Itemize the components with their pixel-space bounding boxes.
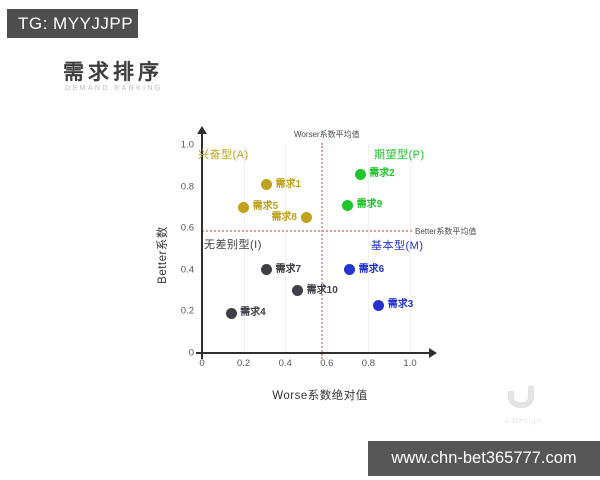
data-point-dot xyxy=(292,285,304,297)
data-point-label: 需求3 xyxy=(387,299,414,311)
y-tick-label: 0.8 xyxy=(180,181,194,193)
x-tick-label: 0 xyxy=(199,358,205,369)
gridline xyxy=(285,145,287,353)
quadrant-label-indifferent: 无差别型(I) xyxy=(204,239,262,251)
x-axis-arrow-icon xyxy=(429,348,437,358)
data-point-label: 需求7 xyxy=(275,263,302,275)
telegram-tag-text: TG: MYYJJPP xyxy=(18,14,134,33)
data-point-dot xyxy=(260,264,272,276)
worse-average-label: Worser系数平均值 xyxy=(294,130,360,139)
y-tick-label: 0.6 xyxy=(180,222,194,234)
better-average-line xyxy=(202,230,413,233)
designer-brand-text: J-Design xyxy=(504,416,542,425)
gridline xyxy=(410,145,411,353)
quadrant-label-expectation: 期望型(P) xyxy=(374,149,425,161)
x-tick-label: 0.4 xyxy=(278,358,292,369)
y-tick-label: 1.0 xyxy=(180,139,194,151)
y-tick-label: 0 xyxy=(188,347,194,359)
data-point-label: 需求6 xyxy=(358,263,385,275)
data-point-dot xyxy=(300,212,312,224)
website-url-text: www.chn-bet365777.com xyxy=(391,449,577,467)
quadrant-label-excitement: 兴奋型(A) xyxy=(198,149,249,161)
x-tick-label: 0.2 xyxy=(236,358,251,369)
data-point-dot xyxy=(260,179,272,191)
gridline xyxy=(326,145,328,353)
x-tick-label: 0.6 xyxy=(320,358,334,369)
x-tick-label: 0.8 xyxy=(361,358,375,369)
worse-average-line xyxy=(320,143,323,360)
better-average-label: Better系数平均值 xyxy=(415,227,477,236)
y-axis-arrow-icon xyxy=(197,126,207,134)
quadrant-label-basic: 基本型(M) xyxy=(371,240,424,252)
gridline xyxy=(243,145,245,353)
telegram-tag-bar: TG: MYYJJPP xyxy=(7,9,138,38)
data-point-dot xyxy=(373,299,385,311)
y-axis-title: Better系数 xyxy=(157,226,169,284)
data-point-dot xyxy=(225,307,237,319)
page-subtitle: DEMAND RANKING xyxy=(65,85,163,92)
x-axis-title: Worse系数绝对值 xyxy=(272,390,368,402)
y-axis-ticks: 0 0.2 0.4 0.6 0.8 1.0 xyxy=(158,140,194,359)
x-axis-ticks: 0 0.2 0.4 0.6 0.8 1.0 xyxy=(199,358,416,370)
data-point-dot xyxy=(344,264,356,276)
designer-logo-icon xyxy=(508,386,534,408)
data-point-label: 需求10 xyxy=(306,284,338,296)
data-point-label: 需求2 xyxy=(369,168,395,180)
x-axis-line xyxy=(196,352,430,354)
plot-area: 需求1 需求2 需求3 需求4 需求5 需求6 需求7 需求8 需求9 需求10 xyxy=(202,143,413,360)
data-point-label: 需求8 xyxy=(271,211,297,223)
y-tick-label: 0.2 xyxy=(180,305,194,317)
designer-logo-mask xyxy=(506,384,516,391)
data-point-dot xyxy=(238,201,250,213)
website-url-bar: www.chn-bet365777.com xyxy=(368,441,600,476)
data-point-label: 需求9 xyxy=(356,199,383,211)
x-tick-label: 1.0 xyxy=(403,358,417,369)
y-tick-label: 0.4 xyxy=(180,264,194,276)
data-point-label: 需求5 xyxy=(252,201,279,213)
data-point-label: 需求1 xyxy=(275,178,302,190)
data-point-dot xyxy=(342,199,354,211)
gridline xyxy=(368,145,370,353)
y-axis-line xyxy=(201,134,203,359)
data-point-label: 需求4 xyxy=(240,307,266,319)
data-point-dot xyxy=(354,168,366,180)
page-title: 需求排序 xyxy=(63,61,163,84)
